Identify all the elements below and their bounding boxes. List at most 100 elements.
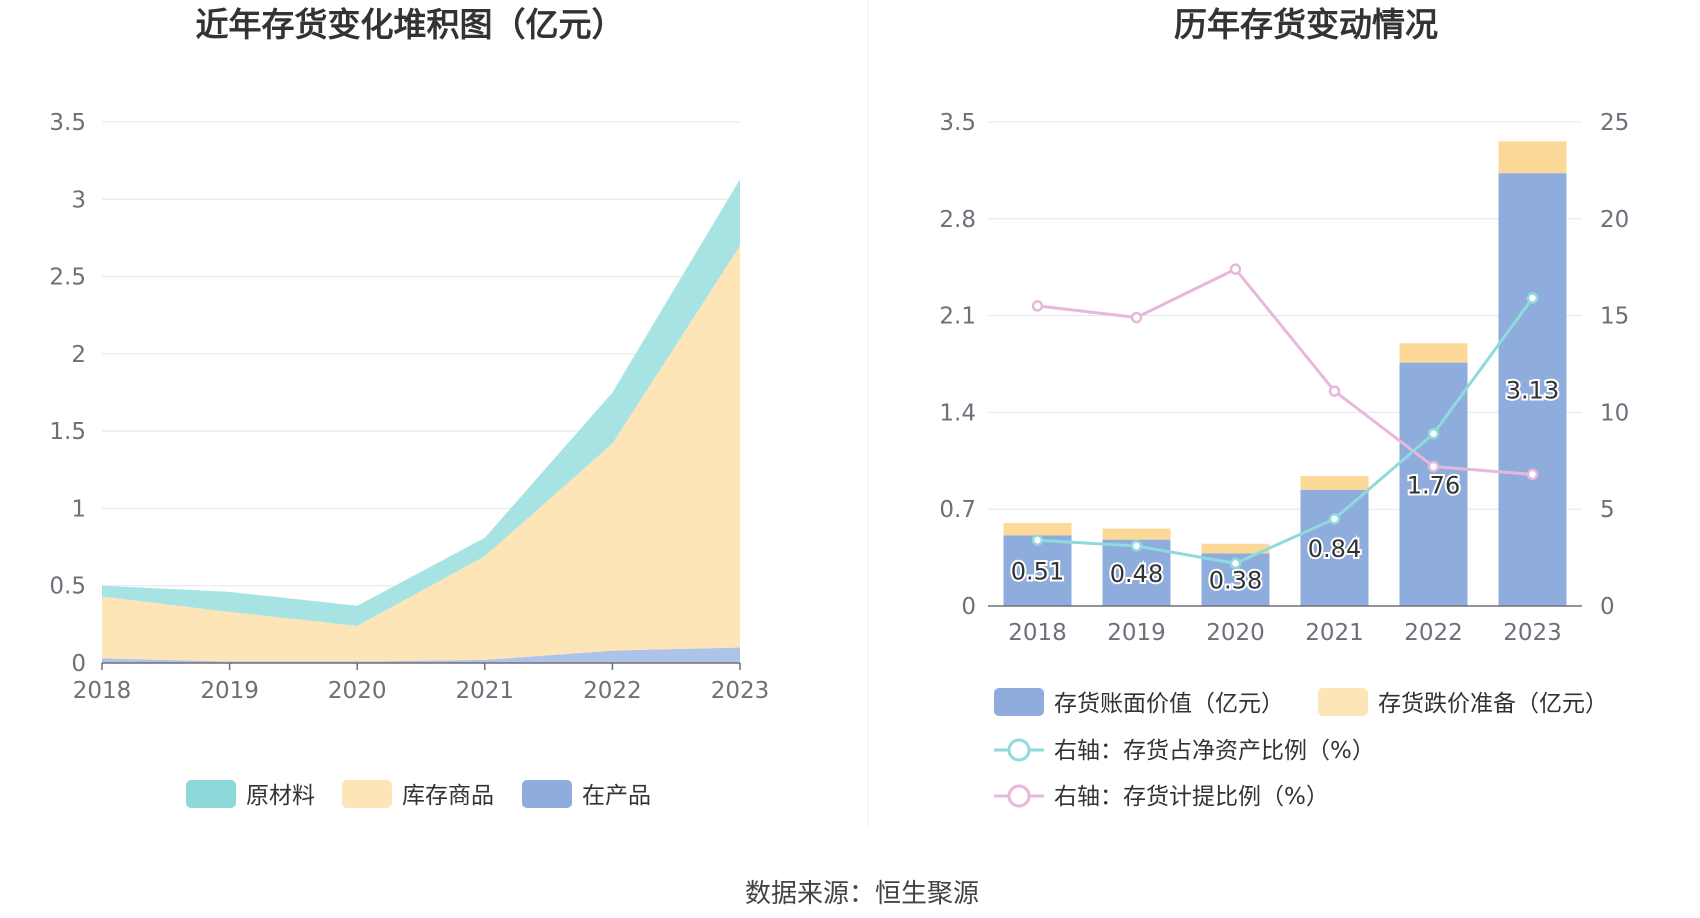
legend-label-raw-material: 原材料 (246, 783, 315, 809)
bar-impairment-2023 (1498, 141, 1567, 174)
legend-item-wip[interactable]: 在产品 (522, 780, 651, 809)
bar-label-2022: 1.76 (1407, 471, 1460, 499)
right-y-tick-0: 0 (961, 594, 976, 620)
right-x-tick-3: 2021 (1305, 620, 1364, 646)
right-y-tick-2: 1.4 (939, 400, 976, 426)
left-x-tick-5: 2023 (711, 678, 770, 704)
right-y2-tick-0: 0 (1600, 594, 1615, 620)
point-provision-ratio-2018 (1031, 300, 1044, 312)
legend-label-goods: 库存商品 (402, 783, 494, 809)
right-y-tick-3: 2.1 (939, 304, 976, 330)
right-chart-title: 历年存货变动情况 (1174, 5, 1438, 44)
left-area-raw-material (102, 179, 740, 626)
legend-item-goods[interactable]: 库存商品 (342, 780, 494, 809)
legend-swatch-wip (522, 780, 572, 808)
bar-label-2020: 0.38 (1209, 567, 1262, 595)
point-provision-ratio-2020 (1229, 263, 1242, 275)
bar-label-2018: 0.51 (1011, 558, 1064, 586)
right-chart-bars (1003, 141, 1567, 606)
legend-item-book-value[interactable]: 存货账面价值（亿元） (994, 688, 1284, 717)
bar-label-2023: 3.13 (1506, 377, 1559, 405)
left-y-tick-1: 0.5 (49, 574, 86, 600)
left-y-tick-5: 2.5 (49, 265, 86, 291)
right-y-tick-4: 2.8 (939, 207, 976, 233)
right-x-tick-1: 2019 (1107, 620, 1166, 646)
bar-impairment-2020 (1201, 543, 1270, 554)
bar-impairment-2019 (1102, 528, 1171, 540)
legend-label-impairment: 存货跌价准备（亿元） (1378, 691, 1608, 717)
point-provision-ratio-2019 (1130, 311, 1143, 324)
legend-item-provision-ratio[interactable]: 右轴：存货计提比例（%） (994, 784, 1329, 810)
right-y-tick-1: 0.7 (939, 497, 976, 523)
line-ratio-net-assets (1037, 297, 1534, 565)
left-chart-areas (102, 179, 740, 663)
right-y2-tick-5: 25 (1600, 110, 1629, 136)
right-chart-axis: 0 0.7 1.4 2.1 2.8 3.5 0 5 10 15 20 25 2018 2019 2020 20… (939, 110, 1629, 646)
legend-marker-provision-ratio (1007, 784, 1031, 808)
left-x-tick-0: 2018 (73, 678, 132, 704)
right-y2-tick-2: 10 (1600, 400, 1629, 426)
right-x-tick-0: 2018 (1008, 620, 1067, 646)
legend-label-wip: 在产品 (582, 783, 651, 809)
bar-impairment-2021 (1300, 476, 1369, 490)
left-x-tick-3: 2021 (456, 678, 515, 704)
legend-label-ratio-net-assets: 右轴：存货占净资产比例（%） (1054, 738, 1375, 764)
left-y-tick-7: 3.5 (49, 110, 86, 136)
right-chart-bar-labels: 0.51 0.48 0.38 0.84 1.76 3.13 (1009, 375, 1561, 597)
point-ratio-net-assets-2018 (1031, 534, 1044, 546)
left-y-tick-4: 2 (71, 342, 86, 368)
point-ratio-net-assets-2019 (1130, 540, 1143, 552)
data-source: 数据来源：恒生聚源 (745, 879, 979, 909)
point-ratio-net-assets-2021 (1328, 513, 1341, 525)
left-y-tick-6: 3 (71, 187, 86, 213)
bar-book-value-2021 (1300, 489, 1369, 606)
bar-book-value-2023 (1498, 173, 1567, 606)
left-x-tick-1: 2019 (200, 678, 259, 704)
right-y2-tick-1: 5 (1600, 497, 1615, 523)
right-x-tick-2: 2020 (1206, 620, 1265, 646)
point-provision-ratio-2022 (1427, 460, 1440, 473)
left-chart-axis: 0 0.5 1 1.5 2 2.5 3 3.5 2018 2019 2020 2021 2022 2023 (49, 110, 769, 704)
left-chart-title: 近年存货变化堆积图（亿元） (196, 5, 625, 44)
right-x-tick-5: 2023 (1503, 620, 1562, 646)
bar-label-2019: 0.48 (1110, 560, 1163, 588)
legend-swatch-impairment (1318, 688, 1368, 716)
right-legend: 存货账面价值（亿元） 存货跌价准备（亿元） 右轴：存货占净资产比例（%） 右轴：… (994, 688, 1608, 810)
left-chart-grid (102, 121, 740, 587)
left-y-tick-0: 0 (71, 651, 86, 677)
left-area-wip (102, 647, 740, 663)
bar-label-2021: 0.84 (1308, 535, 1361, 563)
legend-swatch-book-value (994, 688, 1044, 716)
point-ratio-net-assets-2023 (1526, 292, 1539, 304)
point-ratio-net-assets-2020 (1229, 557, 1242, 570)
right-chart-grid (988, 121, 1582, 510)
legend-label-book-value: 存货账面价值（亿元） (1054, 691, 1284, 717)
right-x-tick-4: 2022 (1404, 620, 1463, 646)
point-ratio-net-assets-2022 (1427, 427, 1440, 440)
right-y-tick-5: 3.5 (939, 110, 976, 136)
bar-book-value-2018 (1003, 535, 1072, 606)
right-y2-tick-4: 20 (1600, 207, 1629, 233)
bar-impairment-2022 (1399, 343, 1468, 363)
legend-item-raw-material[interactable]: 原材料 (186, 780, 315, 809)
left-y-tick-2: 1 (71, 496, 86, 522)
legend-swatch-goods (342, 780, 392, 808)
left-x-tick-2: 2020 (328, 678, 387, 704)
right-y2-tick-3: 15 (1600, 304, 1629, 330)
legend-swatch-raw-material (186, 780, 236, 808)
line-provision-ratio (1037, 267, 1533, 476)
left-x-tick-4: 2022 (583, 678, 642, 704)
legend-item-ratio-net-assets[interactable]: 右轴：存货占净资产比例（%） (994, 738, 1375, 764)
bar-impairment-2018 (1003, 523, 1072, 536)
legend-item-impairment[interactable]: 存货跌价准备（亿元） (1318, 688, 1608, 717)
point-provision-ratio-2023 (1526, 468, 1539, 481)
left-y-tick-3: 1.5 (49, 419, 86, 445)
left-area-goods (102, 245, 740, 662)
right-chart-lines (1031, 263, 1539, 570)
left-legend: 原材料 库存商品 在产品 (186, 780, 651, 809)
legend-label-provision-ratio: 右轴：存货计提比例（%） (1054, 784, 1329, 810)
legend-marker-ratio-net-assets (1007, 738, 1031, 762)
point-provision-ratio-2021 (1328, 385, 1341, 397)
